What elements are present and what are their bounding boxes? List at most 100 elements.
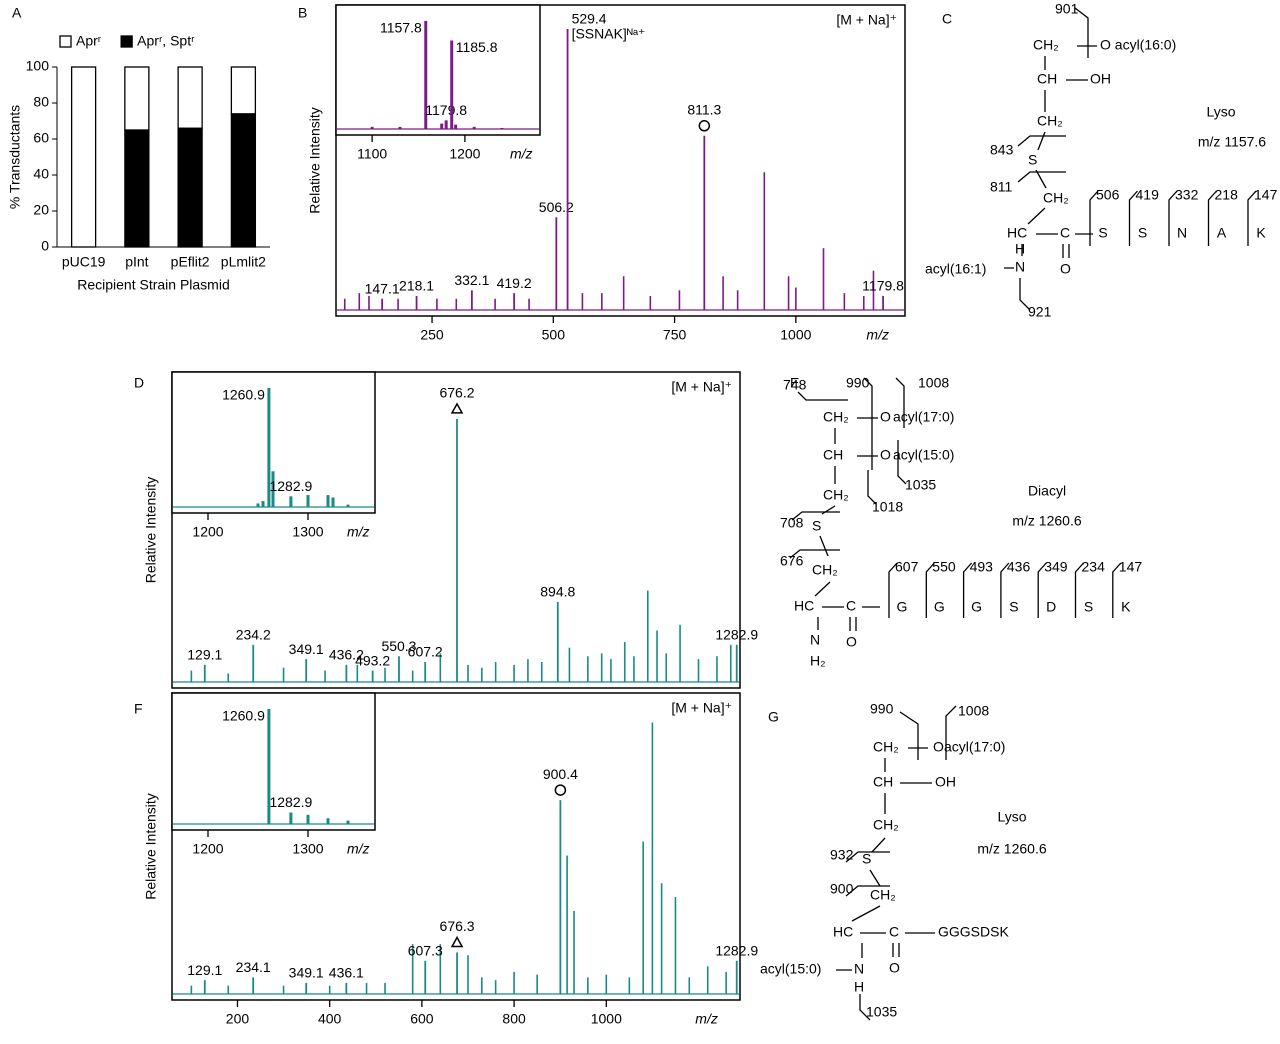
peak-label: 1282.9 <box>715 942 758 958</box>
structure-label: N <box>810 632 820 648</box>
structure-label: O <box>880 409 891 425</box>
structure-label: acyl(16:1) <box>925 261 986 277</box>
panel-label: E <box>790 375 799 391</box>
peak-label: 332.1 <box>454 272 489 288</box>
cleavage <box>925 562 935 618</box>
structure-label: H <box>1015 241 1025 257</box>
peak-label: 129.1 <box>187 647 222 663</box>
x-tick-label: pEflit2 <box>171 254 210 270</box>
plot-frame <box>171 692 741 1001</box>
peak-label: 1260.9 <box>222 387 265 403</box>
bar-segment <box>177 66 203 129</box>
bond <box>814 417 880 631</box>
x-axis-title: m/z <box>347 841 370 857</box>
structure-label: H <box>854 979 864 995</box>
peak-marker <box>450 402 464 414</box>
structure-label: CH₂ <box>873 817 899 833</box>
peak-label: 894.8 <box>540 584 575 600</box>
structure-label: 1018 <box>872 499 903 515</box>
structure-label: 708 <box>780 515 804 531</box>
structure-label: O <box>889 960 900 976</box>
residue: K <box>1256 225 1266 241</box>
structure-label: Diacyl <box>1028 483 1066 499</box>
structure-label: CH <box>823 447 843 463</box>
residue: G <box>971 599 982 615</box>
structure-label: N <box>1015 259 1025 275</box>
x-tick-label: pUC19 <box>62 254 106 270</box>
x-tick-label: 1200 <box>192 524 223 540</box>
peak-label: 811.3 <box>687 101 721 117</box>
structure-label: HC <box>833 924 853 940</box>
structure-label: H₂ <box>810 653 826 669</box>
y-tick-label: 80 <box>33 94 49 110</box>
structure-label: CH₂ <box>873 739 899 755</box>
cleavage <box>1037 562 1047 618</box>
x-tick-label: pInt <box>125 254 148 270</box>
structure-label: 1008 <box>958 703 989 719</box>
residue: S <box>1084 599 1093 615</box>
x-axis-title: m/z <box>347 524 370 540</box>
cleavage <box>962 562 973 618</box>
peak-label: 900.4 <box>543 766 578 782</box>
peak-marker <box>554 784 567 796</box>
y-tick-label: 20 <box>33 202 49 218</box>
x-tick-label: 500 <box>542 327 566 343</box>
bond <box>1004 45 1097 269</box>
peak-label: 676.3 <box>440 918 475 934</box>
cleavage <box>1112 562 1122 618</box>
y-tick-label: 40 <box>33 166 49 182</box>
peak-label: 436.1 <box>329 965 364 981</box>
structure-label: 811 <box>990 179 1013 195</box>
peak-label: 550.3 <box>381 638 416 654</box>
annotation: [M + Na]⁺ <box>836 12 897 28</box>
panel-label: A <box>12 5 22 21</box>
panel-label: C <box>942 11 952 27</box>
bar-segment <box>230 66 257 115</box>
x-tick-label: 1000 <box>591 1011 622 1027</box>
x-tick-label: 600 <box>410 1011 434 1027</box>
x-tick-label: 250 <box>420 327 444 343</box>
plot-frame <box>335 4 906 317</box>
structure-label: 1035 <box>866 1004 897 1020</box>
peak-label: 129.1 <box>187 962 222 978</box>
structure-label: O <box>880 447 891 463</box>
peak-label: 493.2 <box>355 652 390 668</box>
fragment-label: 218 <box>1215 187 1239 203</box>
structure-label: O acyl(16:0) <box>1100 37 1176 53</box>
bar-segment <box>124 129 150 248</box>
structure-label: 1035 <box>905 477 936 493</box>
structure-label: Lyso <box>1206 104 1235 120</box>
cleavage <box>845 705 957 1021</box>
structure-label: 900 <box>830 881 854 897</box>
structure-label: S <box>812 518 821 534</box>
inset-frame <box>335 4 541 136</box>
structure-label: C <box>889 924 899 940</box>
structure-label: CH₂ <box>1037 113 1063 129</box>
x-tick-label: 200 <box>226 1011 250 1027</box>
structure-label: CH₂ <box>812 562 838 578</box>
peak-label: 1185.8 <box>456 39 498 55</box>
structure-label: CH₂ <box>870 887 896 903</box>
structure-label: 990 <box>846 375 870 391</box>
structure-label: acyl(17:0) <box>944 739 1005 755</box>
peak-label: 234.2 <box>236 627 271 643</box>
panel-label: B <box>298 5 307 21</box>
peak-label: 436.2 <box>329 647 364 663</box>
fragment-label: 234 <box>1082 559 1106 575</box>
legend-label: Aprʳ <box>76 33 102 49</box>
structure-label: 932 <box>830 847 854 863</box>
peak-label: 607.2 <box>408 644 443 660</box>
panel-label: D <box>134 375 144 391</box>
structure-label: 676 <box>780 553 804 569</box>
bar-segment <box>177 127 203 248</box>
peak-note: [SSNAK]ᴺᵃ⁺ <box>572 26 646 42</box>
cleavage <box>1207 190 1217 246</box>
bar-segment <box>124 66 150 131</box>
structure-label: CH₂ <box>1043 190 1069 206</box>
structure-label: O <box>933 739 944 755</box>
fragment-label: 147 <box>1119 559 1143 575</box>
cleavage <box>1000 562 1010 618</box>
cleavage <box>1128 190 1138 246</box>
x-axis-title: Recipient Strain Plasmid <box>77 277 230 293</box>
